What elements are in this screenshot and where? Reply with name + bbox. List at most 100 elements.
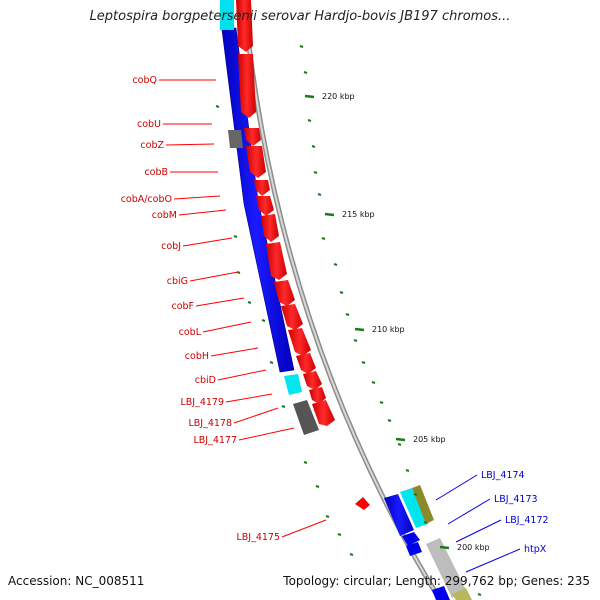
gene-label-cobq: cobQ <box>132 75 157 86</box>
red-gene-cobF <box>281 304 303 330</box>
gene-label-cbig: cbiG <box>167 276 188 287</box>
label-lines <box>159 79 521 573</box>
red-gene-cobA <box>256 196 274 216</box>
label-leader-line <box>233 407 279 424</box>
gene-label-cobl: cobL <box>179 327 202 338</box>
scale-tick <box>423 521 428 524</box>
scale-major-tick <box>395 437 406 442</box>
scale-tick <box>371 381 376 384</box>
scale-tick <box>311 145 316 148</box>
cyan-gene-top <box>220 0 234 30</box>
gene-label-htpx: htpX <box>524 544 547 555</box>
gene-label-lbj-4178: LBJ_4178 <box>188 418 232 429</box>
scale-tick <box>349 553 354 556</box>
gray-gene-right <box>426 538 466 598</box>
red-gene-cbiG <box>274 280 295 306</box>
gene-label-cbid: cbiD <box>195 375 216 386</box>
label-leader-line <box>165 143 215 146</box>
scale-tick <box>387 419 392 422</box>
scale-tick <box>303 71 308 74</box>
gene-label-lbj-4172: LBJ_4172 <box>505 515 549 526</box>
olive-gene-htpX <box>452 588 472 600</box>
label-leader-line <box>178 209 227 216</box>
cyan-gene-cbiD <box>284 374 302 395</box>
scale-label: 200 kbp <box>457 543 490 552</box>
lower-genes <box>384 485 472 600</box>
cyan-gene-lbj4173 <box>400 488 428 528</box>
scale-label: 215 kbp <box>342 210 375 219</box>
scale-label: 210 kbp <box>372 325 405 334</box>
red-gene-lbj4179 <box>309 387 326 404</box>
gene-label-cobb: cobB <box>144 167 168 178</box>
blue-gene-lbj4174 <box>384 494 414 536</box>
red-gene-cobB <box>254 180 270 196</box>
scale-major-tick <box>324 212 335 217</box>
label-leader-line <box>225 393 273 403</box>
gene-label-lbj-4177: LBJ_4177 <box>193 435 237 446</box>
gene-label-cobf: cobF <box>171 301 194 312</box>
blue-gene-bottom <box>432 586 450 600</box>
label-leader-line <box>182 237 233 247</box>
gene-label-cobm: cobM <box>152 210 177 221</box>
scale-tick <box>261 319 266 322</box>
scale-ticks <box>215 45 482 596</box>
scale-tick <box>325 515 330 518</box>
gene-label-cobu: cobU <box>137 119 161 130</box>
gray-gene-lbj4178 <box>293 400 319 435</box>
red-gene-cobL <box>288 328 311 356</box>
red-gene-cobZ <box>246 146 266 178</box>
scale-tick <box>413 493 418 496</box>
red-gene-cobU <box>244 128 261 146</box>
scale-tick <box>313 171 318 174</box>
label-leader-line <box>189 271 239 282</box>
scale-tick <box>303 461 308 464</box>
label-leader-line <box>217 369 267 381</box>
scale-tick <box>379 401 384 404</box>
scale-major-tick <box>354 327 365 332</box>
scale-tick <box>281 405 286 408</box>
scale-tick <box>337 533 342 536</box>
scale-label: 220 kbp <box>322 92 355 101</box>
blue-gene-small-2 <box>406 542 422 556</box>
scale-label: 205 kbp <box>413 435 446 444</box>
red-gene-cobJ <box>266 242 287 280</box>
red-gene-lbj4175 <box>355 497 370 510</box>
red-gene-cobH <box>296 353 316 374</box>
label-leader-line <box>238 427 295 441</box>
label-leader-line <box>447 498 491 525</box>
label-leader-line <box>455 519 502 543</box>
scale-tick <box>247 301 252 304</box>
scale-tick <box>233 235 238 238</box>
scale-tick <box>397 443 402 446</box>
gray-gene-cobZ <box>228 130 243 148</box>
map-title: Leptospira borgpetersenii serovar Hardjo… <box>89 9 511 24</box>
scale-tick <box>405 469 410 472</box>
label-leader-line <box>202 321 252 333</box>
scale-tick <box>361 361 366 364</box>
label-leader-line <box>210 347 259 357</box>
scale-tick <box>339 291 344 294</box>
label-leader-line <box>435 474 478 501</box>
scale-tick <box>317 193 322 196</box>
scale-tick <box>353 339 358 342</box>
scale-major-tick <box>439 545 450 550</box>
gene-label-coba-cobo: cobA/cobO <box>121 194 172 205</box>
blue-gene-small-1 <box>402 532 420 546</box>
label-leader-line <box>465 548 521 573</box>
gene-label-cobz: cobZ <box>140 140 164 151</box>
gene-label-lbj-4173: LBJ_4173 <box>494 494 538 505</box>
label-leader-line <box>195 297 245 307</box>
gene-label-lbj-4174: LBJ_4174 <box>481 470 525 481</box>
label-leader-line <box>173 195 221 200</box>
gene-label-lbj-4175: LBJ_4175 <box>236 532 280 543</box>
red-gene-lbj4177 <box>312 400 335 426</box>
scale-tick <box>307 119 312 122</box>
red-gene-cobM <box>261 214 279 242</box>
label-leader-line <box>281 519 327 538</box>
scale-tick <box>477 593 482 596</box>
scale-tick <box>315 485 320 488</box>
scale-tick <box>321 237 326 240</box>
scale-tick <box>333 263 338 266</box>
olive-gene-lbj4172 <box>412 485 434 524</box>
